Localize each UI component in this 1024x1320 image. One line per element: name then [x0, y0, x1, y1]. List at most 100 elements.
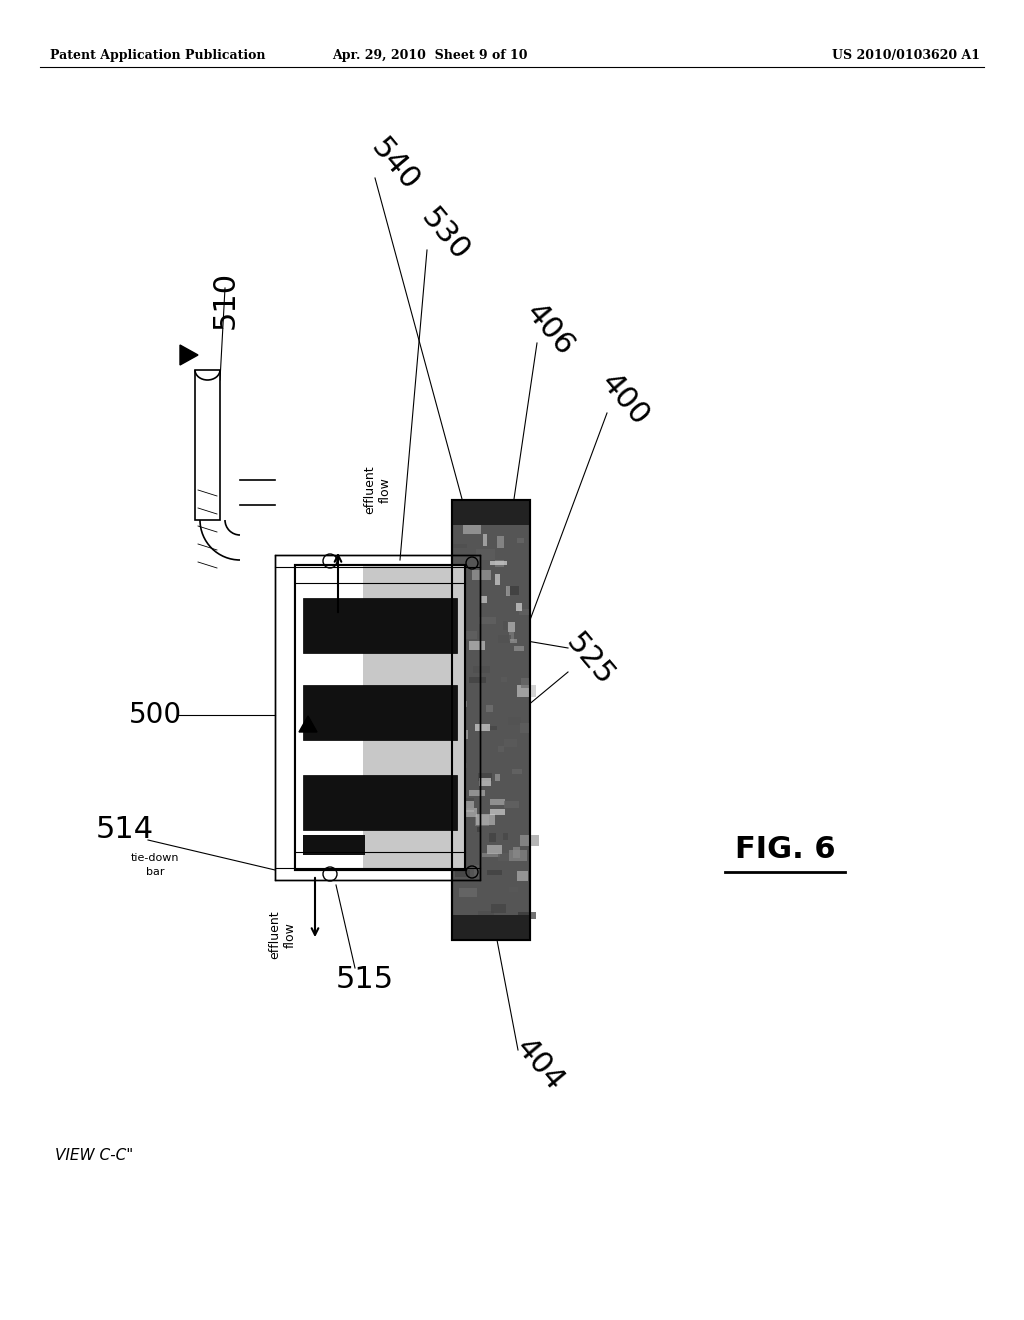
Bar [469, 640, 484, 649]
Bar [479, 618, 497, 624]
Bar [490, 904, 506, 913]
Text: Apr. 29, 2010  Sheet 9 of 10: Apr. 29, 2010 Sheet 9 of 10 [332, 49, 527, 62]
Bar [482, 533, 487, 545]
Bar [478, 774, 492, 781]
Bar [463, 525, 481, 533]
Text: 510: 510 [211, 271, 240, 329]
Bar [452, 500, 530, 940]
Text: Patent Application Publication: Patent Application Publication [50, 49, 265, 62]
Bar [514, 645, 524, 651]
Bar [482, 854, 500, 858]
Bar [520, 723, 529, 734]
Bar [500, 507, 512, 513]
Bar [506, 586, 510, 597]
Bar [303, 685, 457, 741]
Bar [453, 544, 467, 548]
Bar [509, 631, 514, 642]
Bar [469, 677, 485, 684]
Bar [295, 565, 465, 870]
Text: 540: 540 [366, 133, 425, 197]
Bar [515, 603, 522, 611]
Bar [504, 801, 519, 808]
Bar [490, 561, 507, 565]
Bar [472, 570, 492, 579]
Bar [495, 928, 502, 936]
Text: 404: 404 [510, 1034, 569, 1097]
Bar [295, 565, 362, 870]
Bar [455, 870, 470, 878]
Bar [362, 565, 465, 870]
Bar [469, 791, 485, 796]
Bar [465, 631, 477, 639]
Bar [461, 808, 476, 817]
Text: 525: 525 [560, 628, 620, 692]
Bar [479, 777, 490, 787]
Bar [481, 595, 487, 603]
Bar [456, 730, 468, 739]
Bar [516, 539, 523, 543]
Bar [469, 920, 479, 932]
Bar [504, 739, 517, 747]
Bar [512, 770, 521, 774]
Bar [452, 500, 530, 940]
Bar [509, 887, 517, 892]
Bar [513, 847, 520, 858]
Bar [496, 775, 500, 781]
Bar [495, 560, 504, 568]
Bar [499, 853, 511, 861]
Bar [195, 370, 220, 520]
Text: bar: bar [145, 867, 164, 876]
Text: tie-down: tie-down [131, 853, 179, 863]
Bar [478, 911, 494, 920]
Bar [475, 816, 489, 826]
Bar [488, 833, 496, 842]
Bar [454, 516, 471, 523]
Bar [503, 833, 508, 840]
Bar [508, 622, 515, 632]
Bar [487, 845, 502, 854]
Text: FIG. 6: FIG. 6 [734, 836, 836, 865]
Text: 530: 530 [415, 203, 475, 267]
Bar [303, 836, 365, 855]
Bar [455, 775, 463, 783]
Bar [490, 809, 505, 814]
Bar [479, 915, 498, 921]
Text: effluent: effluent [268, 911, 282, 960]
Polygon shape [299, 715, 317, 733]
Bar [455, 701, 467, 708]
Bar [507, 586, 519, 595]
Polygon shape [180, 345, 198, 366]
Bar [452, 915, 530, 940]
Bar [520, 834, 539, 846]
Bar [508, 717, 521, 725]
Bar [519, 609, 531, 615]
Bar [477, 828, 481, 833]
Bar [459, 887, 477, 896]
Bar [487, 870, 502, 875]
Bar [295, 565, 465, 870]
Bar [474, 865, 478, 875]
Bar [497, 511, 510, 523]
Text: 514: 514 [96, 816, 154, 845]
Bar [486, 726, 498, 730]
Text: flow: flow [379, 477, 391, 503]
Bar [511, 639, 517, 643]
Text: 400: 400 [595, 368, 654, 432]
Bar [495, 574, 500, 585]
Text: effluent: effluent [364, 466, 377, 515]
Text: VIEW C-C": VIEW C-C" [55, 1147, 133, 1163]
Bar [509, 850, 526, 861]
Bar [476, 813, 495, 825]
Bar [303, 775, 457, 830]
Bar [486, 705, 494, 711]
Bar [476, 549, 495, 560]
Bar [303, 598, 457, 653]
Bar [503, 622, 507, 631]
Bar [521, 678, 531, 689]
Bar [240, 480, 275, 506]
Bar [475, 725, 489, 731]
Text: US 2010/0103620 A1: US 2010/0103620 A1 [831, 49, 980, 62]
Bar [497, 536, 504, 548]
Bar [454, 919, 471, 925]
Bar [498, 746, 504, 752]
